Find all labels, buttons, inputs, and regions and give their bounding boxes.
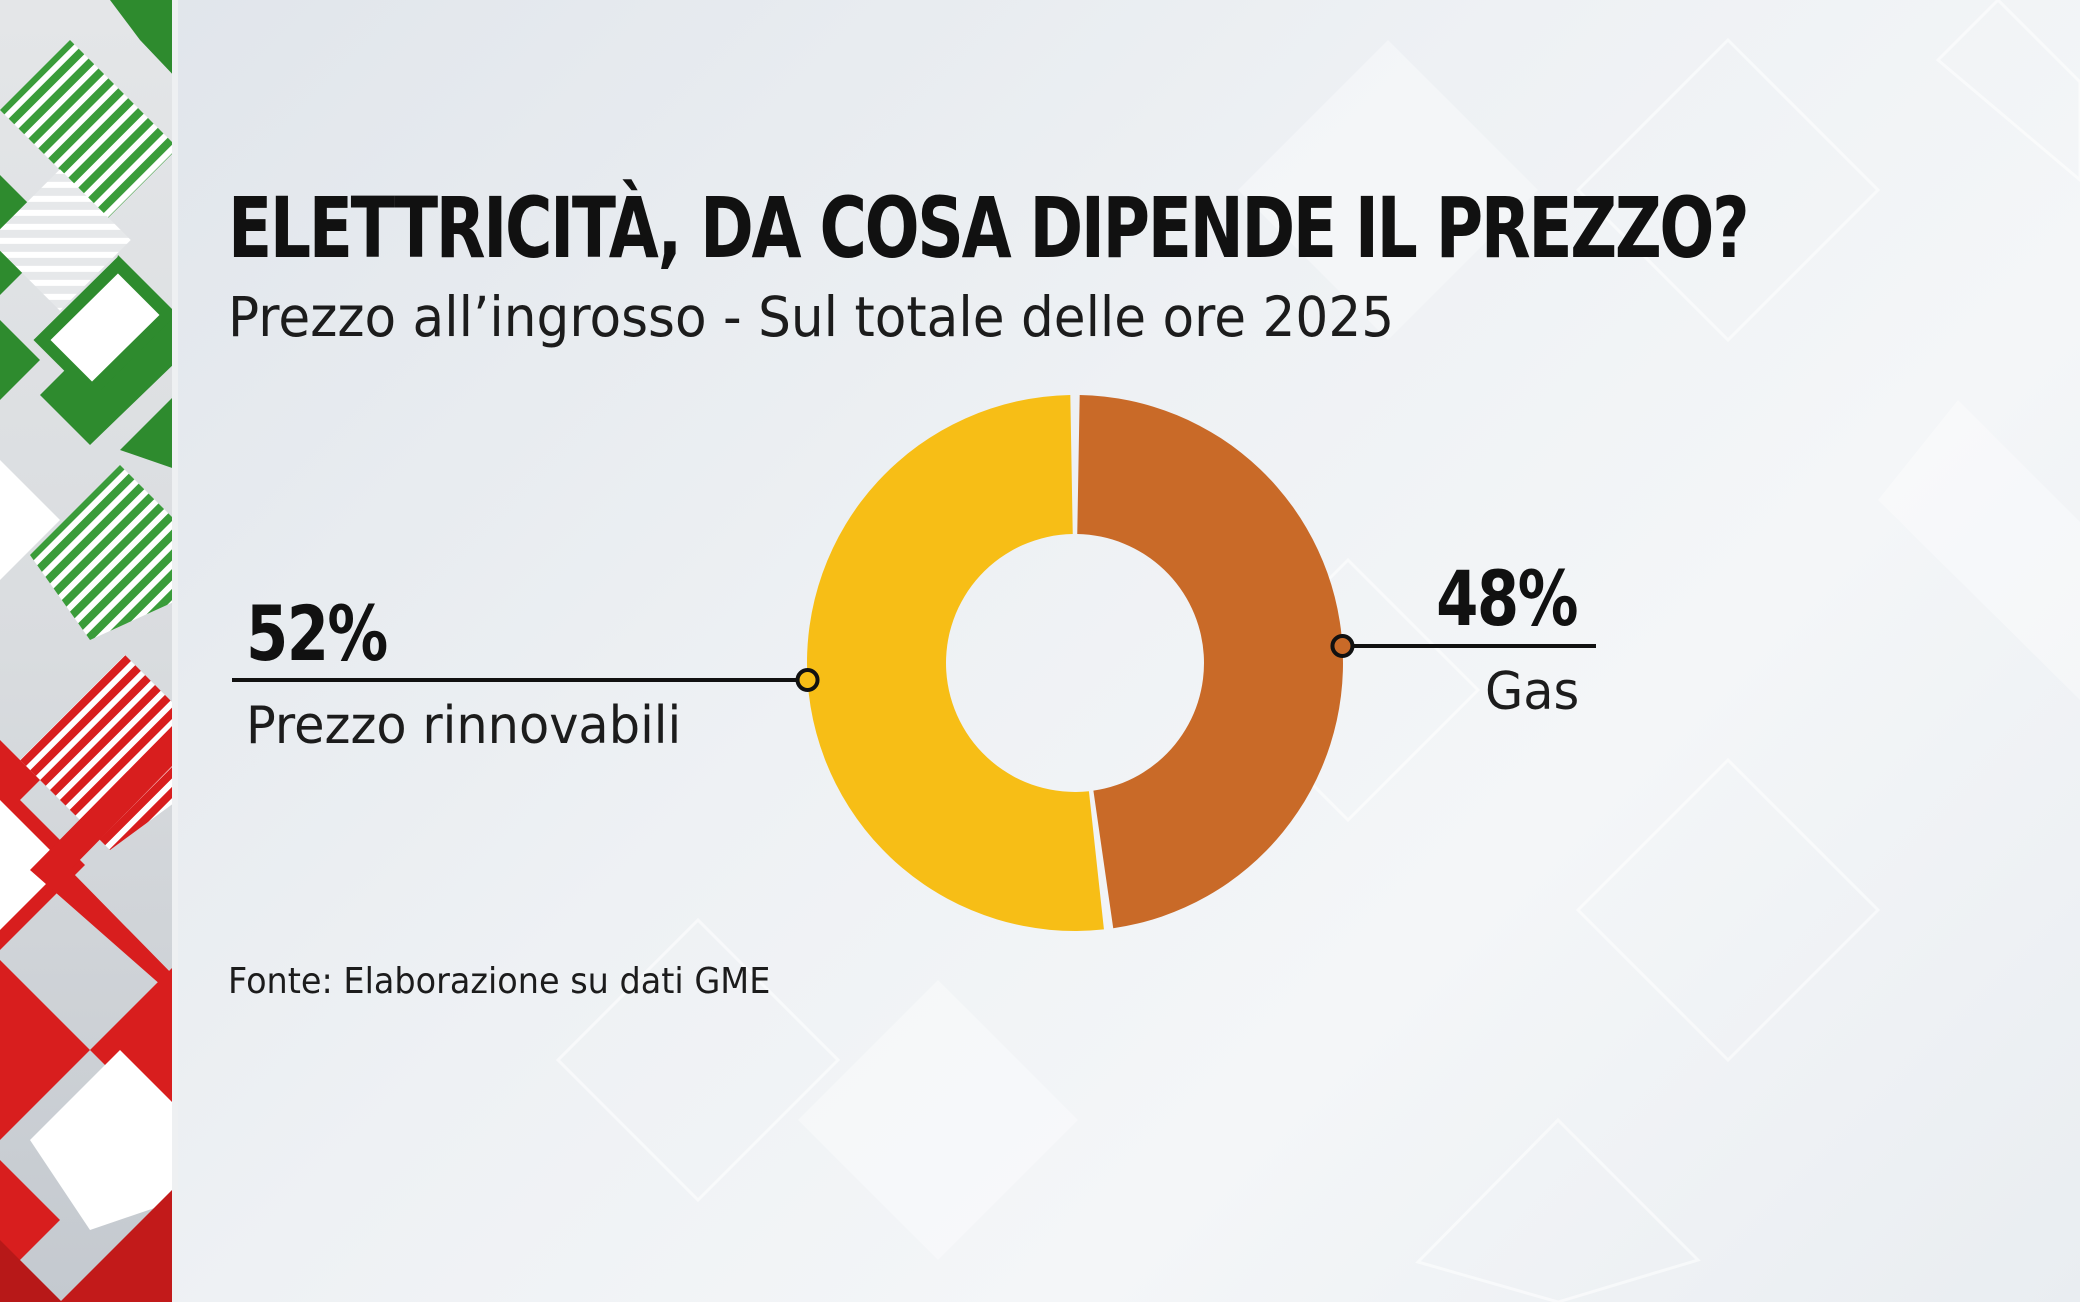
value-label-rinnovabili: 52% xyxy=(246,589,388,678)
tricolor-band-pattern xyxy=(0,0,178,1302)
category-label-rinnovabili: Prezzo rinnovabili xyxy=(246,696,682,756)
source-note: Fonte: Elaborazione su dati GME xyxy=(228,961,771,1002)
chart-title: ELETTRICITÀ, DA COSA DIPENDE IL PREZZO? xyxy=(228,179,1750,277)
chart-subtitle: Prezzo all’ingrosso - Sul totale delle o… xyxy=(228,285,1395,349)
category-label-gas: Gas xyxy=(1484,662,1579,722)
donut-slice-gas xyxy=(1077,395,1343,929)
leader-dot-gas xyxy=(1330,634,1355,658)
leader-dot-rinnovabili xyxy=(795,668,820,692)
donut-slice-rinnovabili xyxy=(807,395,1104,932)
tricolor-band xyxy=(0,0,178,1302)
value-label-gas: 48% xyxy=(1436,554,1578,643)
